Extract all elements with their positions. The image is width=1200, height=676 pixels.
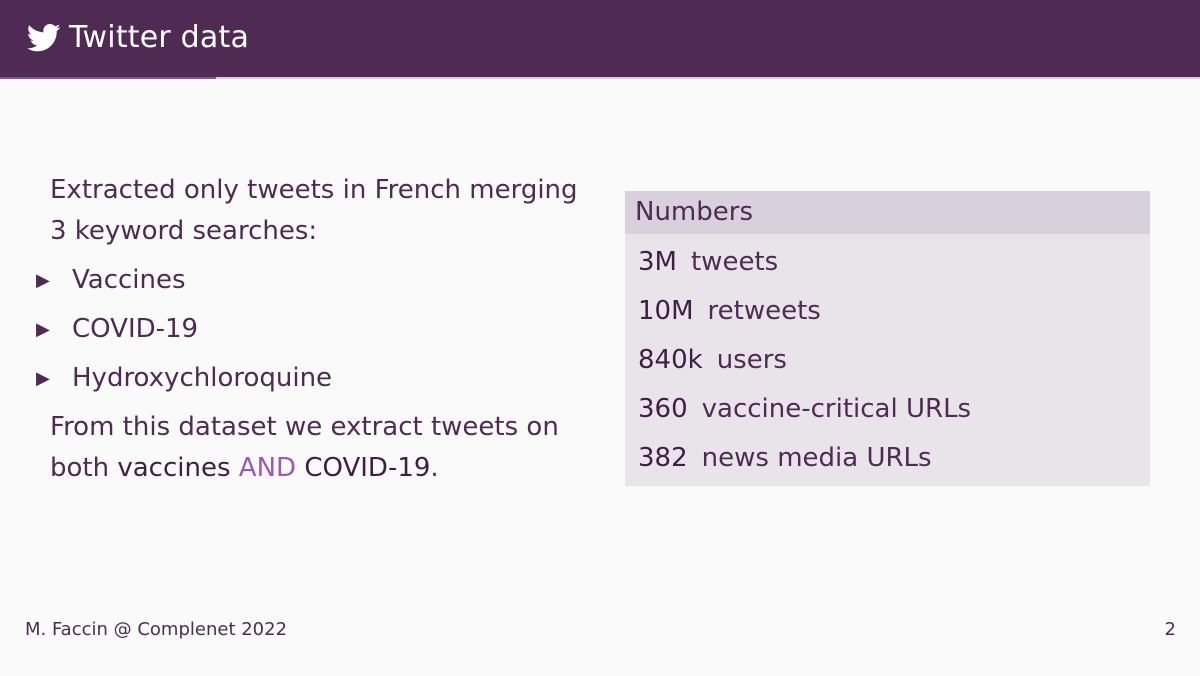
keyword-list: ▶ Vaccines ▶ COVID-19 ▶ Hydroxychloroquine [36, 260, 590, 407]
footer-author: M. Faccin @ Complenet 2022 [25, 619, 288, 640]
keyword-label: Vaccines [72, 265, 186, 295]
slide-header: Twitter data [0, 0, 1200, 77]
stat-number: 10M [638, 296, 694, 326]
stat-label: users [716, 345, 787, 375]
keyword-label: COVID-19 [72, 314, 199, 344]
numbers-list: 3M tweets 10M retweets 840k users 360 vaccin… [625, 234, 1150, 486]
numbers-box-title: Numbers [625, 191, 1150, 234]
stat-label: tweets [690, 247, 779, 277]
slide-progress-bar [0, 77, 1200, 79]
triangle-bullet-icon: ▶ [36, 319, 50, 340]
stat-row: 3M tweets [638, 241, 1150, 290]
outro-prefix: From this dataset we extract tweets on b… [50, 412, 559, 483]
outro-text: From this dataset we extract tweets on b… [50, 407, 590, 489]
keyword-item: ▶ Vaccines [36, 260, 590, 309]
numbers-box: Numbers 3M tweets 10M retweets 840k users 3… [625, 191, 1150, 486]
stat-row: 10M retweets [638, 290, 1150, 339]
stat-number: 360 [638, 394, 688, 424]
stat-label: vaccine-critical URLs [701, 394, 972, 424]
stat-label: news media URLs [701, 443, 932, 473]
stat-label: retweets [707, 296, 821, 326]
page-number: 2 [1164, 619, 1176, 640]
outro-term-covid: COVID-19 [304, 453, 431, 483]
stat-row: 360 vaccine-critical URLs [638, 388, 1150, 437]
left-column: Extracted only tweets in French merging … [36, 170, 590, 489]
keyword-item: ▶ Hydroxychloroquine [36, 358, 590, 407]
stat-number: 840k [638, 345, 703, 375]
slide-progress-fill [0, 77, 216, 79]
keyword-label: Hydroxychloroquine [72, 363, 333, 393]
keyword-item: ▶ COVID-19 [36, 309, 590, 358]
outro-and: AND [238, 453, 297, 483]
stat-number: 382 [638, 443, 688, 473]
intro-text: Extracted only tweets in French merging … [50, 175, 578, 246]
outro-suffix: . [430, 453, 439, 483]
twitter-bird-icon [27, 23, 61, 52]
stat-number: 3M [638, 247, 677, 277]
stat-row: 382 news media URLs [638, 437, 1150, 486]
outro-term-vaccines: vaccines [117, 453, 231, 483]
triangle-bullet-icon: ▶ [36, 368, 50, 389]
slide-title: Twitter data [69, 20, 250, 55]
triangle-bullet-icon: ▶ [36, 270, 50, 291]
stat-row: 840k users [638, 339, 1150, 388]
